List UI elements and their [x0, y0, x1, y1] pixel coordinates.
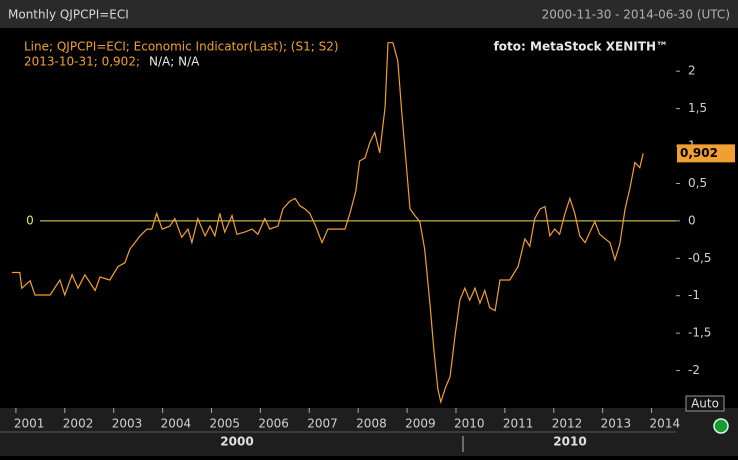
auto-button-label[interactable]: Auto: [691, 397, 719, 411]
x-tick-label: 2002: [63, 417, 94, 431]
legend-line: Line; QJPCPI=ECI; Economic Indicator(Las…: [24, 40, 339, 54]
title-bar: [0, 0, 738, 28]
y-tick-label: -2: [688, 363, 700, 377]
legend-last: 2013-10-31; 0,902;: [24, 55, 140, 69]
y-tick-label: -0,5: [688, 251, 711, 265]
x-tick-label: 2013: [601, 417, 632, 431]
series-line: [12, 42, 644, 405]
x-tick-label: 2010: [454, 417, 485, 431]
x-tick-label: 2008: [356, 417, 387, 431]
last-value-label: 0,902: [680, 146, 718, 160]
x-tick-label: 2009: [405, 417, 436, 431]
x-tick-label: 2004: [161, 417, 192, 431]
y-axis-area: [676, 30, 738, 408]
x-tick-label: 2006: [258, 417, 289, 431]
y-tick-label: 1,5: [688, 101, 707, 115]
decade-label: 2010: [553, 435, 586, 449]
x-tick-label: 2007: [307, 417, 338, 431]
status-indicator: [713, 418, 729, 434]
x-tick-label: 2011: [503, 417, 534, 431]
y-tick-label: 0,5: [688, 176, 707, 190]
x-tick-label: 2001: [14, 417, 45, 431]
x-tick-label: 2012: [552, 417, 583, 431]
last-value-box: [677, 144, 735, 163]
legend-extra: N/A; N/A: [149, 55, 200, 69]
zero-line-label: 0: [26, 213, 34, 227]
source-label: foto: MetaStock XENITH™: [494, 40, 668, 54]
decade-label: 2000: [220, 435, 253, 449]
x-tick-label: 2014: [650, 417, 681, 431]
y-tick-label: -1,5: [688, 326, 711, 340]
date-range: 2000-11-30 - 2014-06-30 (UTC): [542, 8, 730, 22]
x-tick-label: 2003: [112, 417, 143, 431]
auto-button[interactable]: [685, 395, 725, 412]
title: Monthly QJPCPI=ECI: [8, 8, 129, 22]
x-tick-label: 2005: [209, 417, 240, 431]
y-tick-label: 2: [688, 64, 696, 78]
y-tick-label: -1: [688, 288, 700, 302]
y-tick-label: 0: [688, 213, 696, 227]
